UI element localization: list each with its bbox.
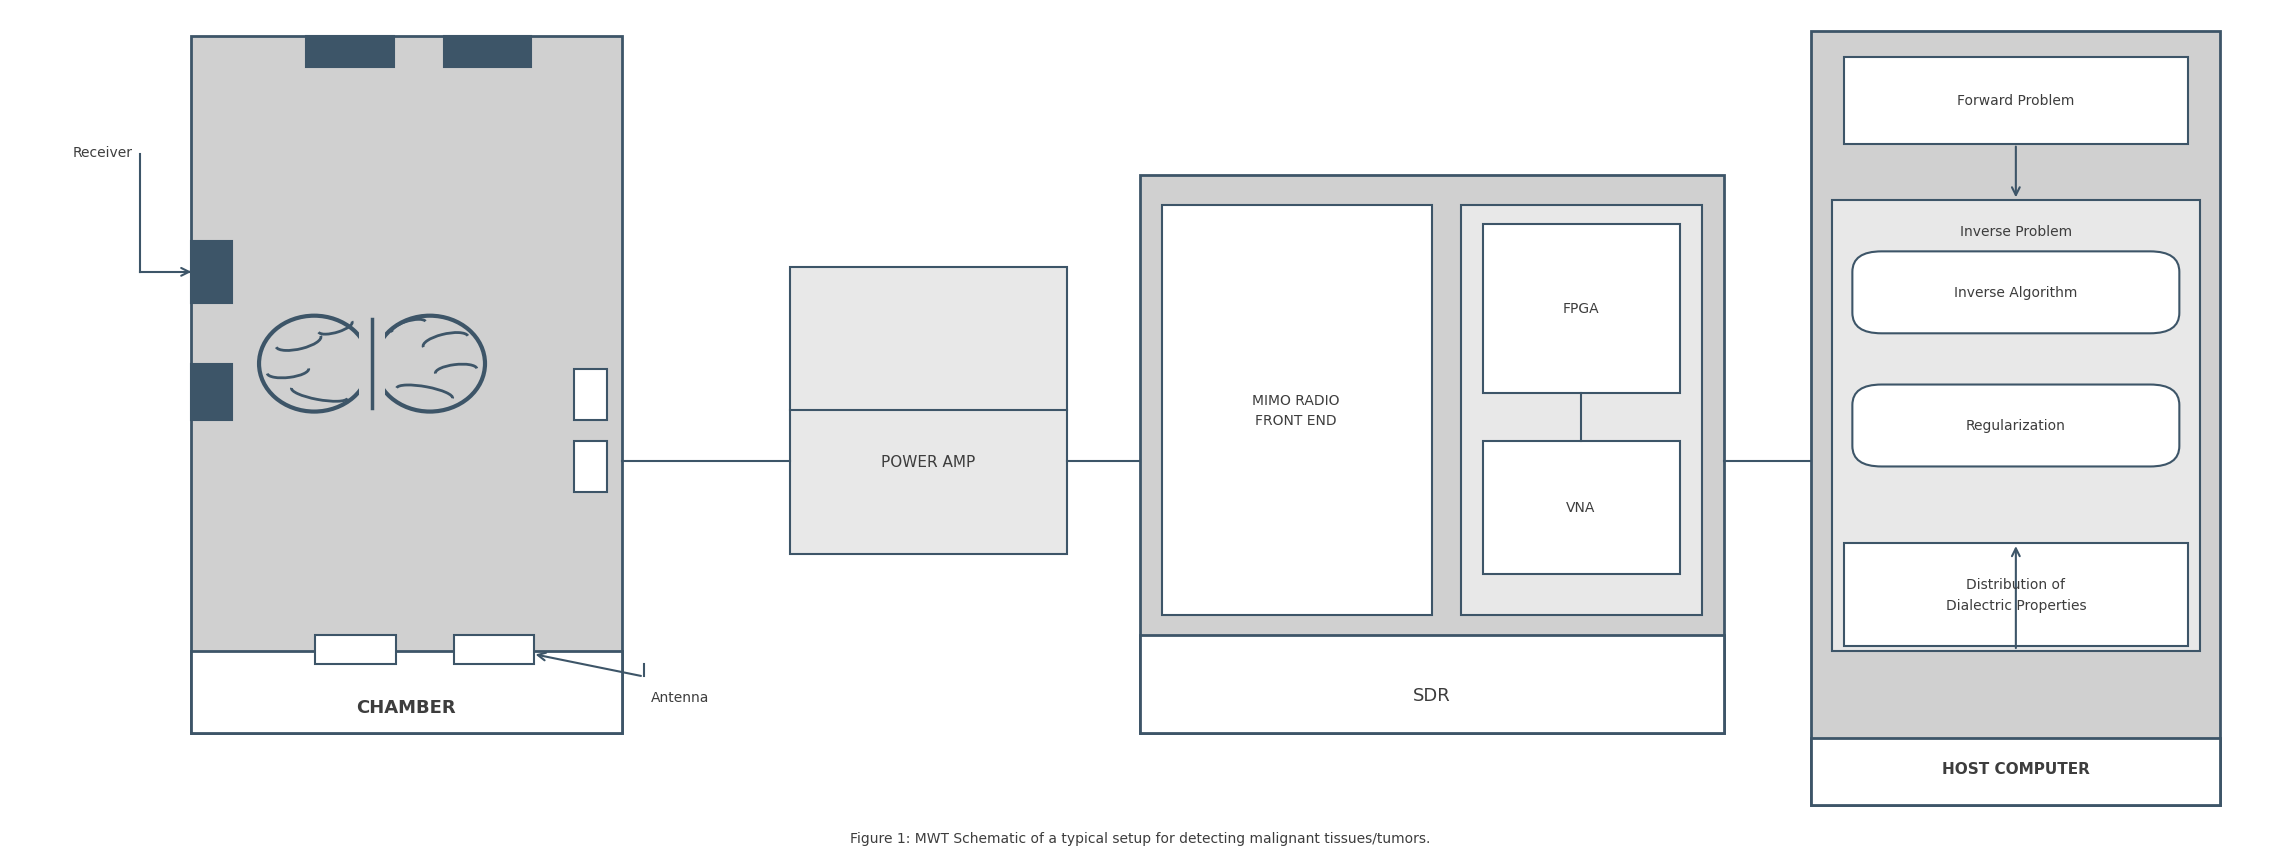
Bar bbox=[1813, 32, 2221, 804]
Bar bbox=[1845, 58, 2189, 145]
Bar bbox=[306, 37, 394, 68]
FancyBboxPatch shape bbox=[1851, 385, 2180, 467]
FancyBboxPatch shape bbox=[1851, 252, 2180, 334]
Bar bbox=[192, 242, 233, 303]
Text: VNA: VNA bbox=[1566, 501, 1596, 515]
Bar bbox=[1482, 224, 1680, 394]
Bar bbox=[1831, 201, 2200, 651]
Text: POWER AMP: POWER AMP bbox=[880, 454, 976, 469]
Bar bbox=[1482, 441, 1680, 574]
Text: Inverse Problem: Inverse Problem bbox=[1961, 224, 2073, 239]
Ellipse shape bbox=[374, 316, 486, 412]
Text: SDR: SDR bbox=[1414, 686, 1450, 704]
Text: CHAMBER: CHAMBER bbox=[356, 699, 456, 717]
Text: Distribution of
Dialectric Properties: Distribution of Dialectric Properties bbox=[1945, 578, 2086, 612]
Text: MIMO RADIO
FRONT END: MIMO RADIO FRONT END bbox=[1252, 394, 1341, 428]
Bar bbox=[1845, 544, 2189, 646]
Bar bbox=[315, 636, 394, 665]
Bar bbox=[1813, 738, 2221, 804]
Bar bbox=[1140, 176, 1724, 733]
Bar bbox=[454, 636, 534, 665]
Text: HOST COMPUTER: HOST COMPUTER bbox=[1943, 762, 2091, 776]
Text: Figure 1: MWT Schematic of a typical setup for detecting malignant tissues/tumor: Figure 1: MWT Schematic of a typical set… bbox=[850, 832, 1430, 845]
Text: Receiver: Receiver bbox=[73, 146, 132, 160]
Text: Antenna: Antenna bbox=[652, 690, 709, 704]
Bar bbox=[445, 37, 531, 68]
Bar bbox=[192, 37, 622, 733]
Ellipse shape bbox=[260, 316, 369, 412]
Text: Forward Problem: Forward Problem bbox=[1956, 94, 2075, 107]
Bar bbox=[575, 441, 606, 492]
Bar bbox=[192, 651, 622, 733]
Bar bbox=[575, 370, 606, 421]
Bar bbox=[192, 365, 233, 421]
Bar bbox=[1461, 206, 1701, 615]
Bar bbox=[1163, 206, 1432, 615]
Text: FPGA: FPGA bbox=[1562, 302, 1598, 315]
Bar bbox=[358, 320, 385, 408]
Bar bbox=[789, 268, 1067, 554]
Bar bbox=[1140, 636, 1724, 733]
Text: Regularization: Regularization bbox=[1965, 419, 2066, 433]
Text: Inverse Algorithm: Inverse Algorithm bbox=[1954, 286, 2077, 300]
